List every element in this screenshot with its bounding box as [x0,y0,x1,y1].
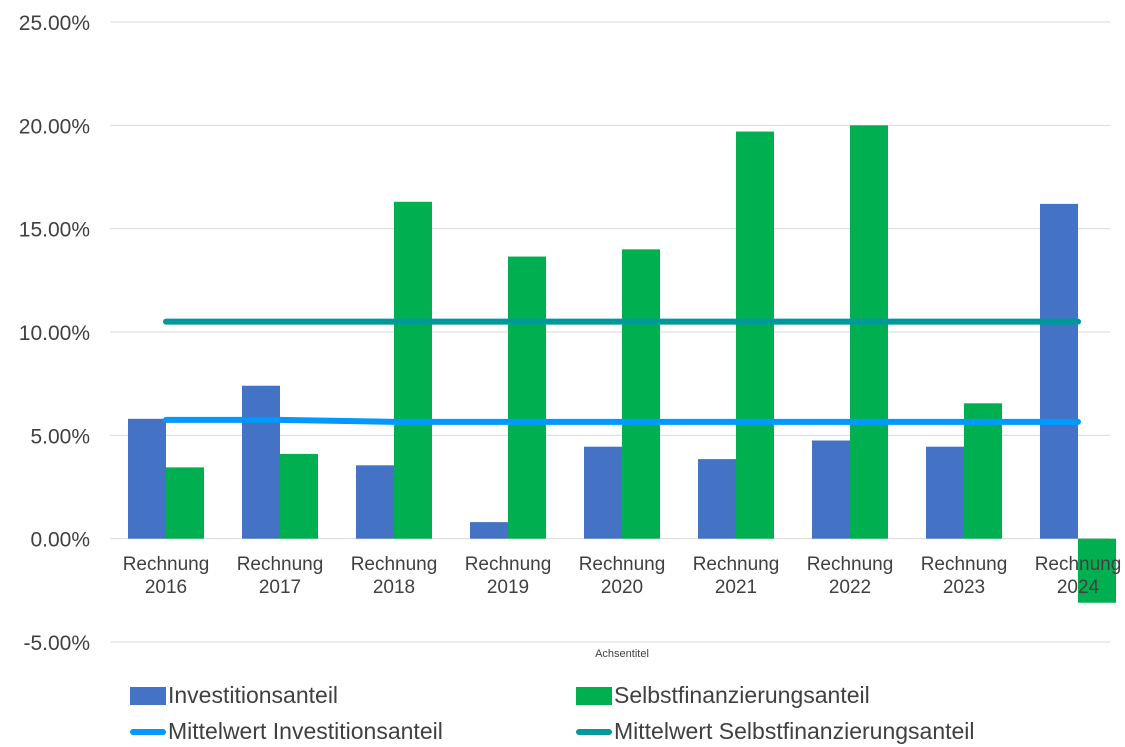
y-tick-label: 10.00% [19,322,90,345]
bar-investitionsanteil [584,446,622,539]
legend-swatch-mittelwert-selbstfinanzierungsanteil [576,728,612,735]
y-tick-label: 25.00% [19,12,90,35]
x-tick-label: Rechnung 2016 [123,554,210,598]
x-tick-label: Rechnung 2018 [351,554,438,598]
bars [128,125,1116,603]
bar-investitionsanteil [1040,203,1078,539]
mean-lines [163,318,1081,425]
line-mittelwert-investitionsanteil [163,416,1081,425]
gridlines [110,21,1110,643]
bar-investitionsanteil [128,418,166,539]
bar-selbstfinanzierungsanteil [280,453,318,539]
x-tick-label: Rechnung 2022 [807,554,894,598]
chart-svg: -5.00% 0.00% 5.00% 10.00% 15.00% 20.00% 25.00%… [19,12,1122,660]
legend-item-mittelwert-selbstfinanzierungsanteil: Mittelwert Selbstfinanzierungsanteil [576,718,975,745]
legend-swatch-investitionsanteil [130,686,166,705]
bar-selbstfinanzierungsanteil [508,256,546,539]
bar-investitionsanteil [812,440,850,539]
legend-label-selbstfinanzierungsanteil: Selbstfinanzierungsanteil [614,682,870,708]
y-axis-tick-labels: -5.00% 0.00% 5.00% 10.00% 15.00% 20.00% 25.00% [19,12,90,655]
bar-investitionsanteil [926,446,964,539]
legend-label-investitionsanteil: Investitionsanteil [168,682,339,708]
bar-selbstfinanzierungsanteil [394,201,432,539]
x-axis-tick-labels: Rechnung 2016 Rechnung 2017 Rechnung 2018 Rech… [123,554,1122,598]
legend-item-mittelwert-investitionsanteil: Mittelwert Investitionsanteil [130,718,443,745]
legend-label-mittelwert-selbstfinanzierungsanteil: Mittelwert Selbstfinanzierungsanteil [614,718,975,744]
bar-selbstfinanzierungsanteil [736,131,774,539]
legend-item-investitionsanteil: Investitionsanteil [130,682,338,709]
bar-selbstfinanzierungsanteil [166,467,204,539]
bar-selbstfinanzierungsanteil [850,125,888,539]
bar-selbstfinanzierungsanteil [964,403,1002,539]
x-tick-label: Rechnung 2017 [237,554,324,598]
legend-label-mittelwert-investitionsanteil: Mittelwert Investitionsanteil [168,718,443,744]
x-axis-title: Achsentitel [595,648,649,660]
y-tick-label: 0.00% [30,529,90,552]
legend-swatch-selbstfinanzierungsanteil [576,686,612,705]
x-tick-label: Rechnung 2023 [921,554,1008,598]
y-tick-label: 15.00% [19,219,90,242]
y-tick-label: 20.00% [19,115,90,138]
bar-investitionsanteil [698,459,736,539]
bar-investitionsanteil [470,522,508,539]
y-tick-label: 5.00% [30,425,90,448]
x-tick-label: Rechnung 2019 [465,554,552,598]
bar-investitionsanteil [242,385,280,539]
bar-investitionsanteil [356,465,394,539]
y-tick-label: -5.00% [23,632,90,655]
legend-swatch-mittelwert-investitionsanteil [130,728,166,735]
x-tick-label: Rechnung 2020 [579,554,666,598]
legend-item-selbstfinanzierungsanteil: Selbstfinanzierungsanteil [576,682,870,709]
bar-selbstfinanzierungsanteil [622,249,660,539]
x-tick-label: Rechnung 2024 [1035,554,1122,598]
x-tick-label: Rechnung 2021 [693,554,780,598]
bar-selbstfinanzierungsanteil [1078,538,1116,603]
